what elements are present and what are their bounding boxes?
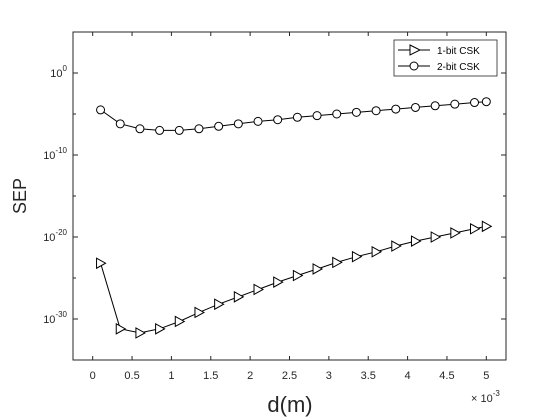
data-point [430,231,442,243]
data-point [233,119,243,129]
x-tick-label: 1.5 [203,370,218,382]
data-point [155,322,166,335]
x-tick-label: 1 [168,370,174,382]
y-axis-label: SEP [10,178,30,214]
y-tick-label: 100 [50,64,67,80]
data-point [391,104,401,114]
data-point [115,119,125,129]
data-point [292,269,304,282]
data-point [115,322,127,335]
y-tick-label: 10-30 [43,310,67,326]
data-point [312,111,322,121]
x-axis: 0 0.5 1 1.5 2 2.5 3 3.5 4 4.5 5 [90,32,489,382]
data-point [450,227,461,239]
data-point [214,121,224,131]
data-point [351,107,361,117]
data-point [410,102,420,112]
data-point [253,116,263,126]
data-point [481,97,491,107]
series-layer [96,97,493,339]
data-point [273,115,283,125]
legend-label-1bit: 1-bit CSK [437,46,480,57]
x-tick-label: 0 [90,370,96,382]
data-point [233,291,245,303]
y-axis: 100 10-10 10-20 10-30 [43,31,506,361]
data-point [470,222,481,235]
legend: 1-bit CSK 2-bit CSK [393,39,498,77]
data-point [430,101,440,111]
data-point [470,98,480,108]
data-point [371,106,381,116]
legend-marker-circle-icon [409,61,419,71]
data-point [155,125,165,135]
data-point [312,263,324,275]
data-point [96,257,107,270]
data-point [371,245,383,258]
data-point [391,240,402,252]
x-multiplier-label: × 10-3 [471,389,500,405]
plot-area [72,31,507,361]
data-point [450,99,460,109]
x-tick-label: 4.5 [439,370,454,382]
data-point [194,306,205,319]
data-point [135,124,145,134]
legend-label-2bit: 2-bit CSK [437,62,480,73]
data-point [351,250,363,263]
data-point [332,109,342,119]
x-tick-label: 5 [483,370,489,382]
data-point [174,125,184,135]
x-axis-label: d(m) [267,392,312,417]
x-tick-label: 4 [405,370,411,382]
x-tick-label: 2 [247,370,253,382]
data-point [410,235,422,247]
data-point [332,256,343,269]
data-point [253,283,265,296]
x-tick-label: 0.5 [124,370,139,382]
data-point [96,105,106,115]
x-tick-label: 2.5 [282,370,297,382]
data-point [292,112,302,122]
data-point [481,220,493,233]
y-tick-label: 10-10 [43,146,67,162]
y-tick-label: 10-20 [43,228,67,244]
data-point [273,276,284,288]
data-point [135,327,146,339]
x-tick-label: 3 [326,370,332,382]
data-point [214,298,225,311]
x-tick-label: 3.5 [361,370,376,382]
data-point [194,124,204,134]
legend-marker-triangle-icon [409,44,422,56]
data-point [174,315,186,328]
